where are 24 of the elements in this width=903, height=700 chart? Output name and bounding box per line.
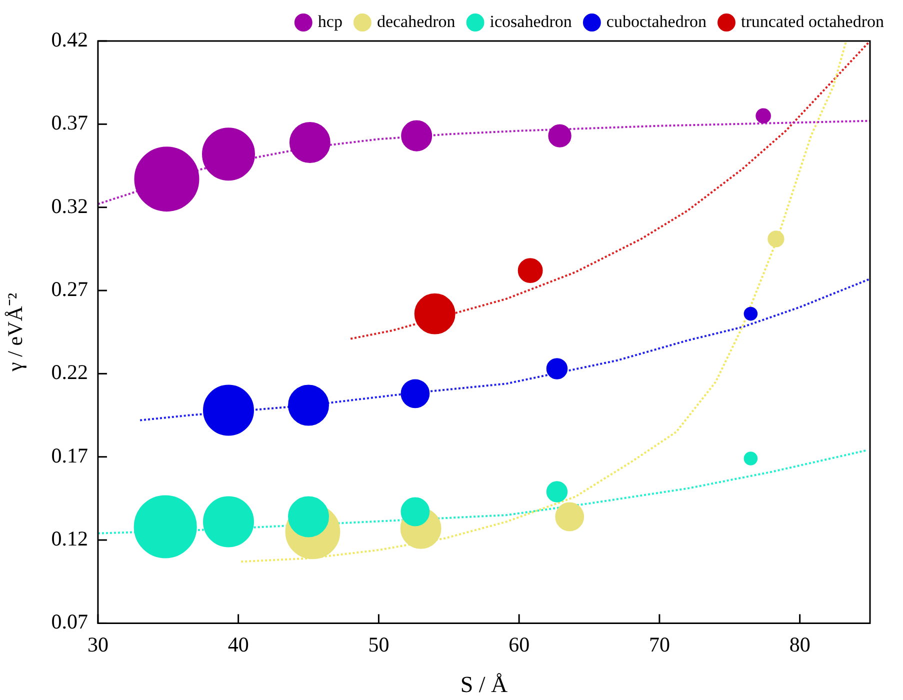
y-tick-label: 0.17	[51, 443, 88, 468]
y-tick-label: 0.22	[51, 360, 88, 384]
x-tick-label: 70	[648, 632, 670, 656]
x-tick-label: 30	[87, 632, 108, 656]
x-tick-label: 60	[508, 632, 530, 656]
y-tick-label: 0.12	[51, 526, 88, 551]
x-tick-label: 50	[368, 632, 390, 656]
line-series	[139, 278, 870, 422]
legend-label: hcp	[318, 12, 342, 31]
x-axis-title: S / Å	[460, 672, 508, 698]
y-tick-label: 0.32	[51, 194, 88, 218]
legend-label: icosahedron	[490, 12, 572, 31]
y-axis-title: γ / eVÅ⁻²	[3, 292, 28, 372]
line-series	[240, 41, 848, 563]
legend-label: cuboctahedron	[606, 12, 707, 31]
legend-label: truncated octahedron	[740, 12, 884, 31]
line-series	[350, 41, 870, 340]
y-tick-label: 0.27	[51, 277, 88, 302]
y-tick-label: 0.37	[51, 110, 88, 135]
x-tick-label: 40	[228, 632, 249, 656]
legend-label: decahedron	[376, 12, 456, 31]
y-tick-label: 0.07	[51, 610, 88, 634]
x-tick-label: 80	[789, 632, 810, 656]
y-tick-label: 0.42	[51, 28, 88, 52]
